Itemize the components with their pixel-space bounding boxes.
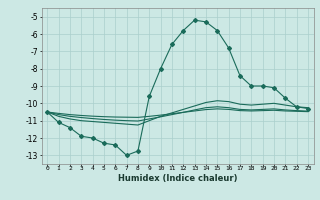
X-axis label: Humidex (Indice chaleur): Humidex (Indice chaleur) [118, 174, 237, 183]
